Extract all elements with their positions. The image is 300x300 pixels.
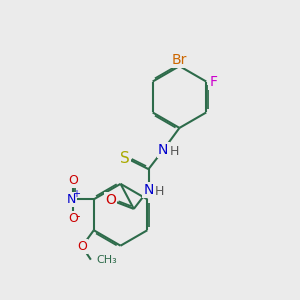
- Text: N: N: [143, 183, 154, 197]
- Text: O: O: [68, 212, 78, 225]
- Text: O: O: [68, 174, 78, 187]
- Text: +: +: [72, 189, 80, 199]
- Text: CH₃: CH₃: [97, 255, 118, 265]
- Text: H: H: [155, 185, 164, 198]
- Text: Br: Br: [172, 53, 187, 67]
- Text: N: N: [67, 193, 76, 206]
- Text: H: H: [170, 145, 179, 158]
- Text: -: -: [75, 210, 80, 223]
- Text: N: N: [158, 143, 168, 157]
- Text: S: S: [120, 151, 130, 166]
- Text: F: F: [210, 74, 218, 88]
- Text: O: O: [77, 240, 87, 253]
- Text: O: O: [105, 193, 116, 207]
